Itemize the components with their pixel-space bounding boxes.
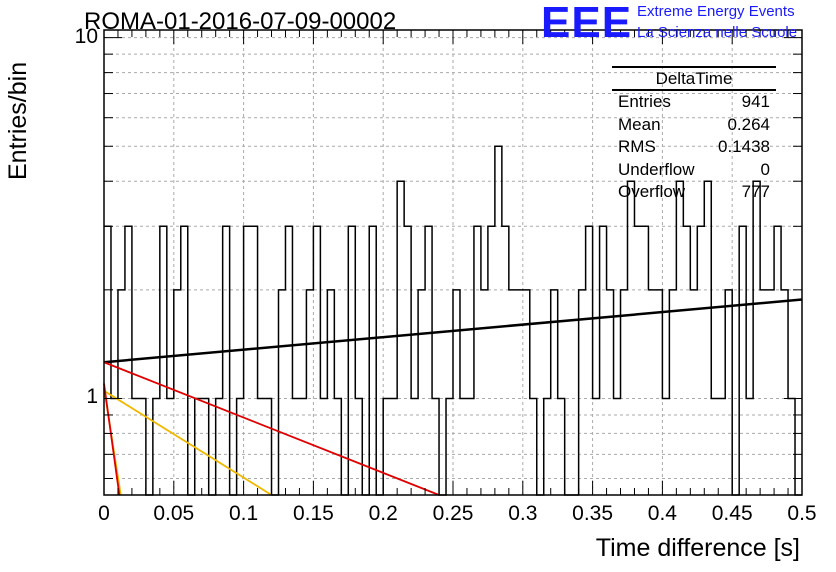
x-tick-label: 0.05 [153,502,195,525]
stats-label: Entries [618,92,671,111]
fit-line [103,383,121,496]
axis-ticks [103,30,803,495]
stats-row-overflow: Overflow 777 [612,181,776,204]
stats-value: 0 [760,159,770,179]
x-tick-label: 0.45 [711,502,753,525]
x-tick-label: 0.35 [572,502,614,525]
x-tick-label: 0.2 [368,502,398,525]
logo-subtitle-1: Extreme Energy Events [637,3,795,20]
x-tick-label: 0.5 [787,502,817,525]
stats-label: Underflow [618,159,695,179]
fit-lines [103,298,803,496]
stats-row-underflow: Underflow 0 [612,159,776,182]
y-tick-label: 1 [86,385,98,409]
stats-value: 0.1438 [718,137,770,156]
stats-value: 777 [741,182,770,201]
stats-label: Mean [618,114,661,134]
x-tick-label: 0.4 [647,502,677,525]
eee-logo: EEE [541,0,633,47]
x-tick-label: 0.15 [292,502,334,525]
histogram-bins [104,145,802,496]
y-axis-label: Entries/bin [4,61,32,180]
logo-subtitle-2: La Scienza nelle Scuole [637,24,798,41]
fit-line [103,361,440,496]
stats-row-entries: Entries 941 [612,91,776,114]
fit-line [103,298,803,364]
stats-box: DeltaTime Entries 941 Mean 0.264 RMS 0.1438… [612,66,776,204]
y-tick-label: 10 [74,24,98,48]
x-tick-label: 0.3 [508,502,538,525]
chart-title: ROMA-01-2016-07-09-00002 [84,8,397,35]
stats-title: DeltaTime [612,66,776,91]
x-tick-label: 0 [98,502,110,525]
stats-value: 0.264 [727,114,770,134]
stats-row-mean: Mean 0.264 [612,114,776,137]
x-tick-label: 0.25 [432,502,474,525]
stats-row-rms: RMS 0.1438 [612,136,776,159]
x-axis-label: Time difference [s] [595,534,800,562]
stats-value: 941 [741,92,770,111]
fit-line [103,390,272,496]
stats-label: Overflow [618,182,686,201]
x-tick-label: 0.1 [228,502,259,525]
stats-label: RMS [618,137,656,156]
histogram-step-line [104,145,802,496]
